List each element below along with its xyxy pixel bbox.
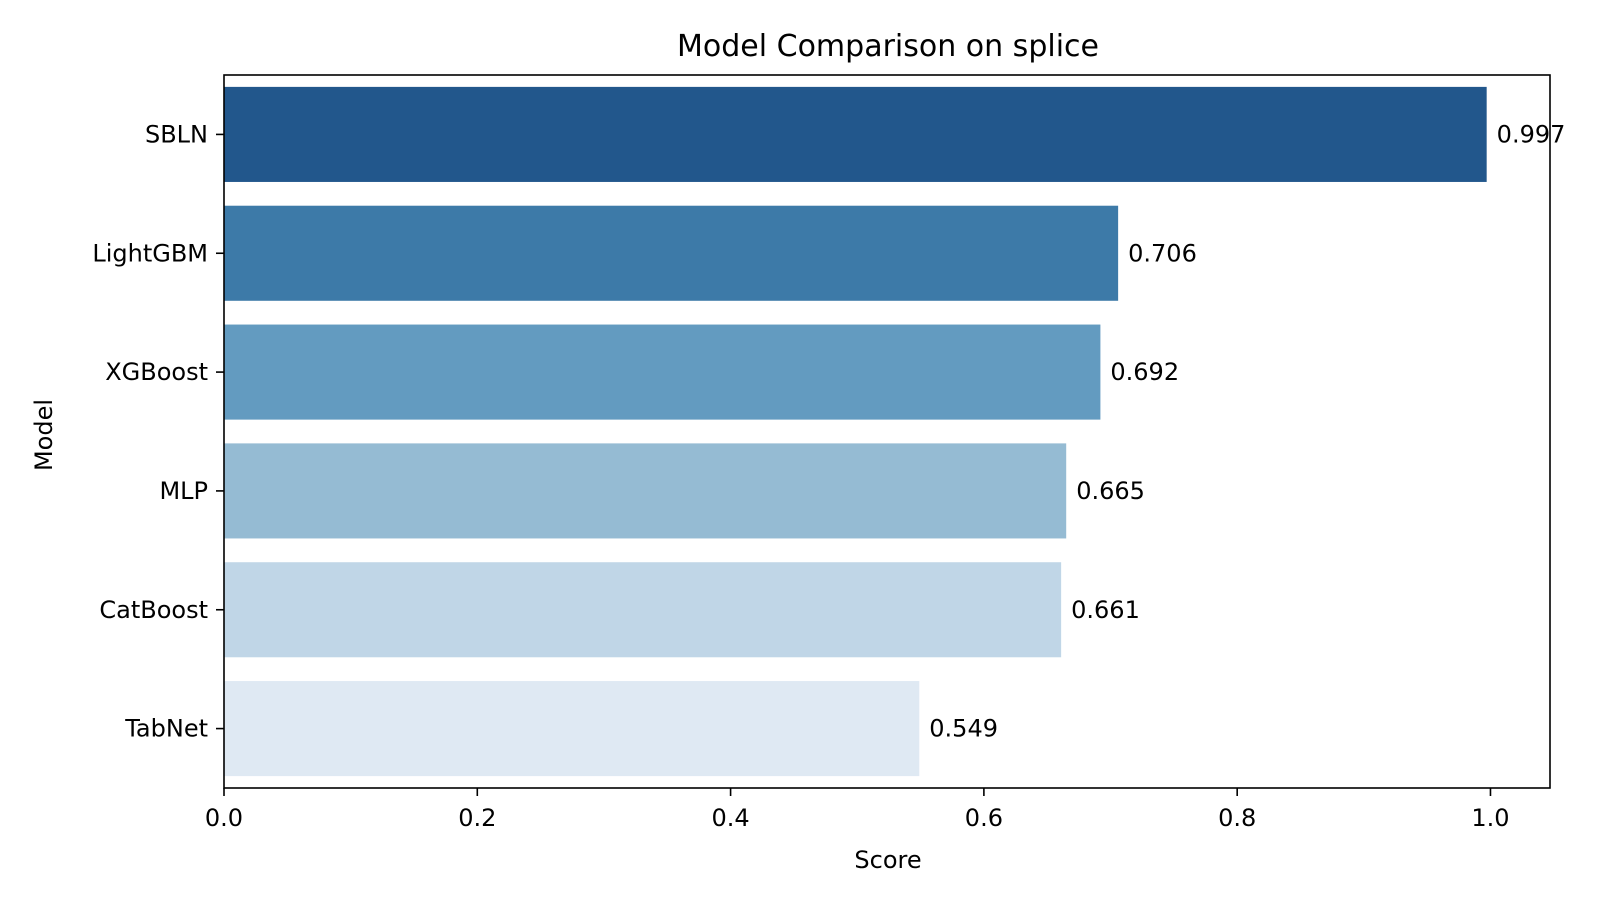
y-tick-label-sbln: SBLN [145, 120, 208, 148]
value-label-tabnet: 0.549 [929, 715, 998, 743]
x-axis-label: Score [854, 846, 921, 874]
plot-frame [223, 74, 1551, 789]
x-tick-label-0-6: 0.6 [965, 804, 1003, 832]
x-tick-label-0-2: 0.2 [458, 804, 496, 832]
y-tick-label-lightgbm: LightGBM [92, 239, 208, 267]
value-label-xgboost: 0.692 [1110, 358, 1179, 386]
y-tick-label-mlp: MLP [159, 477, 208, 505]
bar-xgboost [224, 324, 1101, 420]
bar-sbln [224, 86, 1487, 182]
value-label-mlp: 0.665 [1076, 477, 1145, 505]
value-label-lightgbm: 0.706 [1128, 239, 1197, 267]
y-tick-label-catboost: CatBoost [99, 596, 208, 624]
value-label-sbln: 0.997 [1497, 120, 1566, 148]
bar-mlp [224, 443, 1067, 539]
x-tick-label-0-0: 0.0 [205, 804, 243, 832]
bars-layer [224, 86, 1487, 777]
x-tick-label-0-8: 0.8 [1218, 804, 1256, 832]
y-tick-label-tabnet: TabNet [124, 715, 208, 743]
y-axis-ticks: SBLN LightGBM XGBoost MLP CatBoost TabNet [92, 120, 224, 743]
value-label-catboost: 0.661 [1071, 596, 1140, 624]
y-tick-label-xgboost: XGBoost [105, 358, 208, 386]
chart-title: Model Comparison on splice [677, 29, 1099, 64]
x-tick-label-0-4: 0.4 [712, 804, 750, 832]
x-tick-label-1-0: 1.0 [1471, 804, 1509, 832]
x-axis-ticks: 0.0 0.2 0.4 0.6 0.8 1.0 [205, 788, 1510, 832]
bar-catboost [224, 562, 1062, 658]
bar-lightgbm [224, 205, 1119, 301]
y-axis-label: Model [30, 399, 58, 471]
data-labels-layer: 0.997 0.706 0.692 0.665 0.661 0.549 [929, 120, 1565, 742]
bar-tabnet [224, 681, 920, 777]
